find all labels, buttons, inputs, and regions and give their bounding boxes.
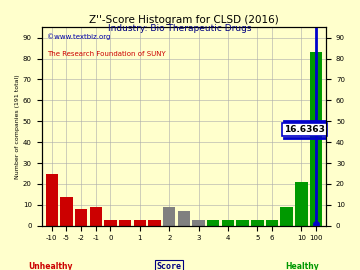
Title: Z''-Score Histogram for CLSD (2016): Z''-Score Histogram for CLSD (2016) — [89, 15, 279, 25]
Bar — [104, 220, 117, 226]
Bar — [280, 207, 293, 226]
Text: Industry: Bio Therapeutic Drugs: Industry: Bio Therapeutic Drugs — [108, 24, 252, 33]
Bar — [75, 209, 87, 226]
Bar — [251, 220, 264, 226]
Bar — [266, 220, 278, 226]
Bar — [207, 220, 220, 226]
Text: The Research Foundation of SUNY: The Research Foundation of SUNY — [47, 51, 166, 57]
Bar — [192, 220, 205, 226]
Bar — [90, 207, 102, 226]
Bar — [45, 174, 58, 226]
Bar — [119, 220, 131, 226]
Bar — [295, 182, 307, 226]
Bar — [134, 220, 146, 226]
Y-axis label: Number of companies (191 total): Number of companies (191 total) — [15, 74, 20, 179]
Bar — [310, 52, 322, 226]
Bar — [295, 182, 307, 226]
Text: Unhealthy: Unhealthy — [28, 262, 73, 270]
Bar — [163, 207, 175, 226]
Bar — [177, 211, 190, 226]
Bar — [222, 220, 234, 226]
Text: Healthy: Healthy — [285, 262, 319, 270]
Text: 16.6363: 16.6363 — [284, 125, 325, 134]
Bar — [60, 197, 73, 226]
Text: Score: Score — [157, 262, 182, 270]
Bar — [148, 220, 161, 226]
Bar — [237, 220, 249, 226]
Text: ©www.textbiz.org: ©www.textbiz.org — [47, 33, 111, 40]
